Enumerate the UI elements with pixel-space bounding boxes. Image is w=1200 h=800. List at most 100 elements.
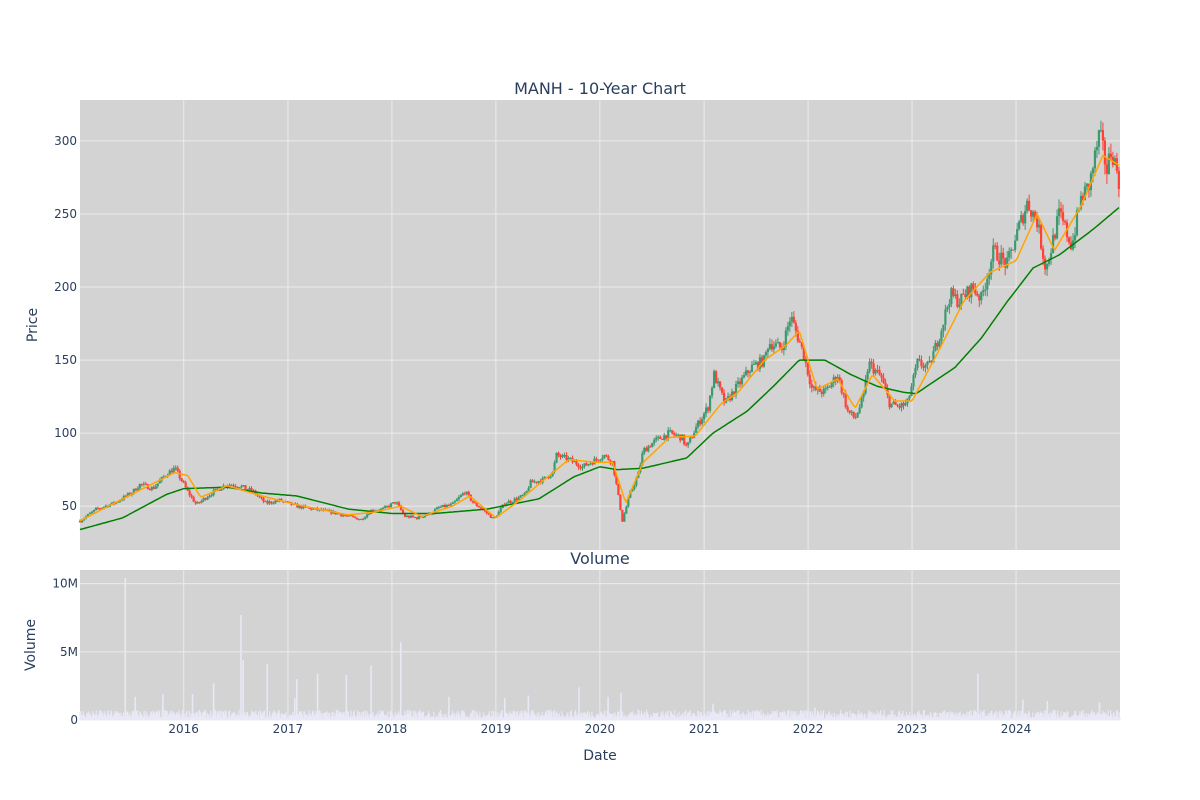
candle-body <box>90 511 94 514</box>
candle-body <box>220 489 223 491</box>
candle-body <box>200 500 203 503</box>
volume-bar <box>259 710 261 720</box>
volume-bar <box>783 710 785 720</box>
volume-bar <box>251 710 253 720</box>
candle-body <box>1091 168 1095 174</box>
volume-bar <box>445 714 447 720</box>
volume-bar <box>322 712 325 720</box>
candle-body <box>1105 164 1108 174</box>
volume-bar <box>928 717 931 720</box>
volume-spike-bar <box>266 664 268 720</box>
volume-bar <box>130 716 132 720</box>
candle-body <box>627 497 630 507</box>
volume-bar <box>611 713 613 720</box>
volume-bar <box>343 711 345 720</box>
candle-body <box>350 515 353 517</box>
volume-bar <box>189 717 191 720</box>
candle-body <box>832 377 835 383</box>
candle-body <box>276 500 279 502</box>
volume-bar <box>113 714 115 720</box>
volume-bar <box>722 716 724 720</box>
volume-bar <box>546 714 549 720</box>
volume-bar <box>1050 711 1052 720</box>
volume-bar <box>280 717 282 720</box>
candle-body <box>794 322 797 331</box>
volume-bar <box>846 711 848 720</box>
volume-bar <box>949 711 951 720</box>
volume-bar <box>615 715 617 720</box>
volume-bar <box>706 711 708 720</box>
volume-bar <box>971 715 973 720</box>
volume-bar <box>669 710 672 720</box>
candle-body <box>228 484 231 486</box>
volume-bar <box>722 711 725 720</box>
volume-bar <box>682 717 684 720</box>
volume-bar <box>152 710 155 720</box>
candle-body <box>413 517 417 519</box>
volume-bar <box>962 713 964 720</box>
candle-body <box>100 507 104 509</box>
volume-bar <box>443 713 445 720</box>
volume-bar <box>530 711 532 720</box>
candle-body <box>940 331 943 342</box>
candle-body <box>184 482 187 488</box>
candle-body <box>250 488 253 492</box>
candle-body <box>1113 158 1116 165</box>
volume-bar <box>256 714 258 720</box>
volume-bar <box>185 712 187 720</box>
candle-body <box>1043 258 1047 270</box>
volume-spike-bar <box>712 703 714 720</box>
candle-body <box>451 502 454 504</box>
volume-bar <box>658 717 660 720</box>
volume-bar <box>393 717 395 720</box>
volume-bar <box>784 712 786 720</box>
volume-bar <box>704 712 706 720</box>
candle-body <box>477 506 480 508</box>
volume-bar <box>451 710 454 720</box>
candle-body <box>174 467 177 469</box>
volume-bar <box>577 715 579 720</box>
candle-body <box>210 495 213 497</box>
volume-bar <box>889 715 891 720</box>
candle-body <box>1020 215 1023 222</box>
volume-bar <box>135 711 138 720</box>
candle-body <box>880 374 883 378</box>
candle-body <box>854 417 857 419</box>
volume-bar <box>142 716 144 720</box>
volume-y-tick-label: 10M <box>52 577 78 591</box>
volume-bar <box>105 716 108 720</box>
candle-body <box>653 439 656 444</box>
volume-bar <box>922 710 925 720</box>
candle-body <box>455 499 458 502</box>
volume-bar <box>731 714 733 720</box>
candle-body <box>142 483 145 485</box>
volume-bar <box>539 717 541 720</box>
volume-bar <box>707 716 709 720</box>
candle-body <box>742 375 746 378</box>
volume-bar <box>172 713 174 720</box>
volume-bar <box>708 710 710 720</box>
candle-body <box>260 496 263 498</box>
volume-bar <box>451 714 453 720</box>
volume-bar <box>1033 717 1035 720</box>
candle-body <box>268 501 271 504</box>
volume-bar <box>849 710 851 720</box>
candle-body <box>507 500 510 504</box>
volume-bar <box>565 715 567 720</box>
candle-body <box>695 426 698 433</box>
volume-bar <box>944 710 946 720</box>
volume-bar <box>1104 714 1107 720</box>
volume-bar <box>284 714 286 720</box>
candle-body <box>172 467 175 473</box>
volume-bar <box>557 717 560 720</box>
volume-bar <box>1098 712 1100 720</box>
volume-bar <box>672 714 674 720</box>
candle-body <box>916 358 919 368</box>
volume-bar <box>1001 712 1003 720</box>
candle-body <box>246 489 249 491</box>
volume-bar <box>434 717 437 720</box>
volume-bar <box>90 716 92 720</box>
volume-bar <box>497 711 499 720</box>
volume-bar <box>590 717 592 720</box>
volume-bar <box>1023 714 1025 720</box>
